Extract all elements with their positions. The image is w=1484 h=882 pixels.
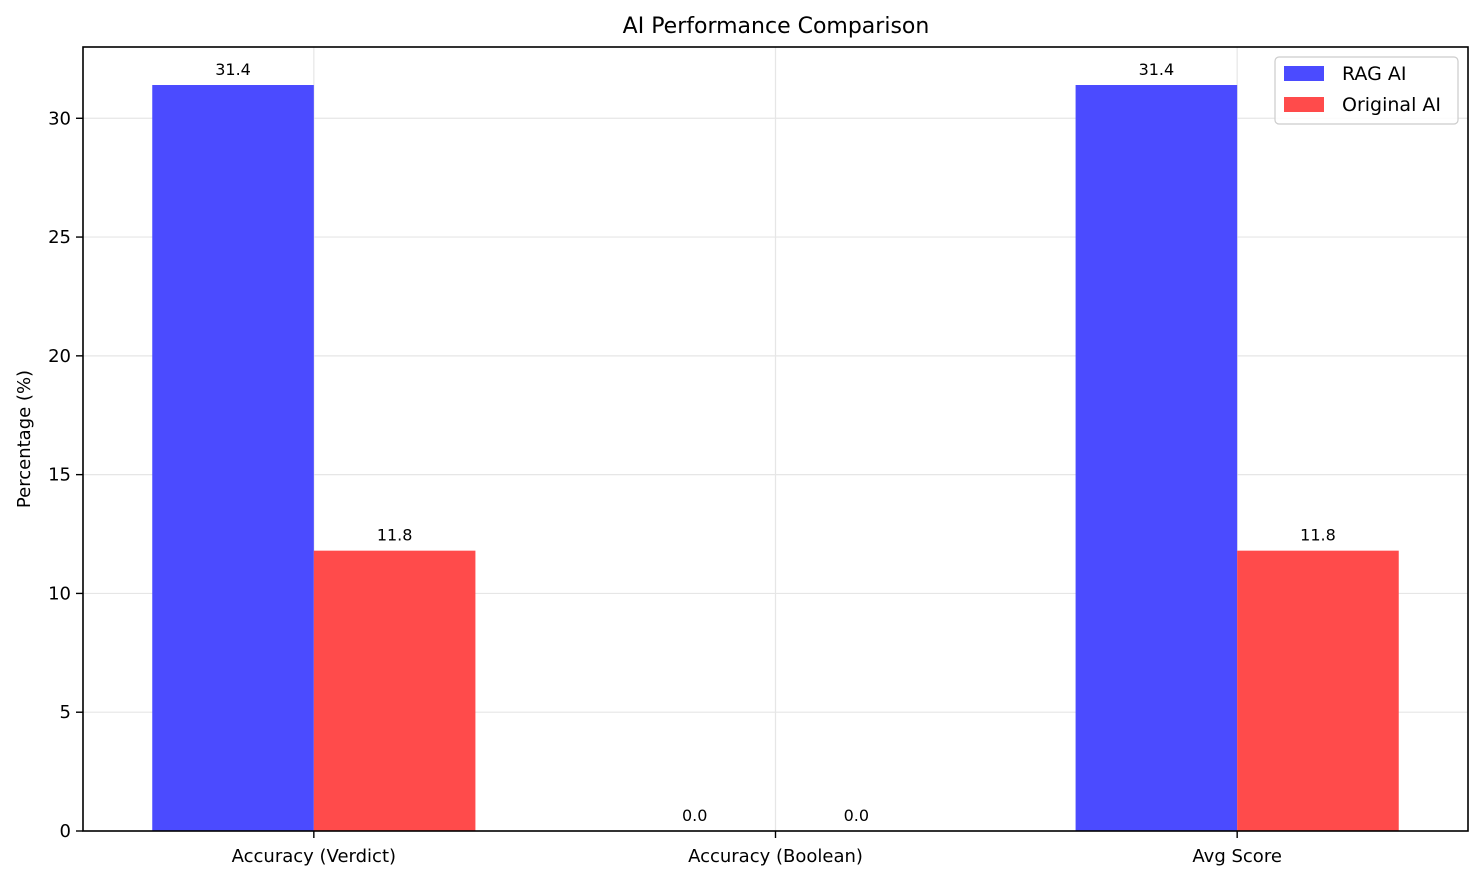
chart-title: AI Performance Comparison bbox=[623, 14, 930, 39]
legend-label: RAG AI bbox=[1342, 63, 1406, 85]
x-tick-label: Accuracy (Verdict) bbox=[232, 846, 396, 867]
bar-value-label: 31.4 bbox=[215, 60, 251, 79]
legend-swatch bbox=[1284, 66, 1324, 81]
y-tick-label: 5 bbox=[60, 702, 71, 723]
x-tick-label: Avg Score bbox=[1192, 846, 1281, 867]
bar-value-label: 0.0 bbox=[682, 806, 707, 825]
axis-ticks: 0 5 10 15 20 25 30 Accuracy (Verdict) Accuracy (… bbox=[48, 108, 1282, 867]
bar-value-label: 11.8 bbox=[1300, 526, 1336, 545]
bar-value-label: 11.8 bbox=[377, 526, 413, 545]
legend: RAG AI Original AI bbox=[1274, 56, 1459, 125]
bar-original-ai bbox=[313, 550, 476, 831]
y-tick-label: 20 bbox=[48, 346, 71, 367]
y-tick-label: 30 bbox=[48, 108, 71, 129]
y-axis-label: Percentage (%) bbox=[14, 370, 35, 508]
y-tick-label: 25 bbox=[48, 227, 71, 248]
bar-value-label: 0.0 bbox=[844, 806, 869, 825]
x-tick-label: Accuracy (Boolean) bbox=[688, 846, 863, 867]
bar-value-label: 31.4 bbox=[1139, 60, 1175, 79]
bar-rag-ai bbox=[152, 85, 314, 831]
bars bbox=[152, 85, 1399, 831]
bar-original-ai bbox=[1237, 550, 1399, 831]
y-tick-label: 0 bbox=[60, 821, 71, 842]
bar-rag-ai bbox=[1075, 85, 1238, 831]
bar-value-labels: 31.4 0.0 31.4 11.8 0.0 11.8 bbox=[215, 60, 1336, 825]
y-tick-label: 10 bbox=[48, 583, 71, 604]
legend-label: Original AI bbox=[1342, 94, 1441, 116]
y-tick-label: 15 bbox=[48, 465, 71, 486]
legend-swatch bbox=[1284, 97, 1324, 112]
